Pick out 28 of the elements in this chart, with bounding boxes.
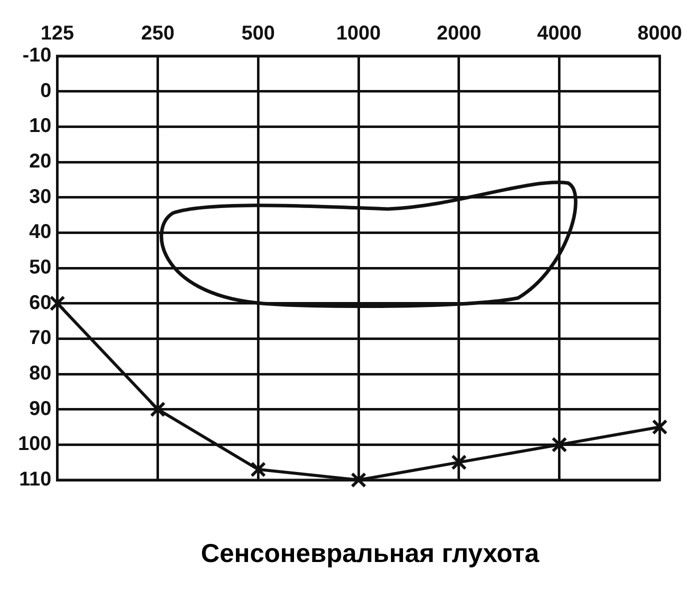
y-tick-label: 10 xyxy=(29,115,52,138)
y-tick-label: 20 xyxy=(29,150,52,173)
text: Сенсоневральная глухота xyxy=(200,538,540,569)
y-tick-label: 100 xyxy=(18,433,52,456)
point xyxy=(652,419,668,435)
y-tick-label: 60 xyxy=(29,292,52,314)
x-tick-label: 250 xyxy=(141,22,174,45)
y-tick-label: 40 xyxy=(29,221,52,244)
point xyxy=(350,472,366,488)
y-tick-label: 70 xyxy=(29,327,52,350)
x-tick-label: 2000 xyxy=(436,22,482,45)
x-tick-label: 500 xyxy=(241,22,275,45)
point xyxy=(451,454,467,470)
x-tick-label: 125 xyxy=(40,22,74,45)
y-tick-label: 30 xyxy=(29,186,52,208)
y-tick-label: 110 xyxy=(19,468,52,491)
y-tick-label: 0 xyxy=(40,80,52,102)
x-tick-label: 4000 xyxy=(537,22,582,45)
point xyxy=(250,462,266,478)
y-tick-label: -10 xyxy=(22,44,52,67)
point xyxy=(551,436,568,453)
point xyxy=(50,295,66,312)
y-tick-label: 80 xyxy=(29,362,52,385)
y-tick-label: 90 xyxy=(29,398,52,420)
x-tick-label: 1000 xyxy=(336,22,381,45)
x-tick-label: 8000 xyxy=(638,22,682,45)
y-tick-label: 50 xyxy=(29,256,52,279)
point xyxy=(150,401,166,418)
